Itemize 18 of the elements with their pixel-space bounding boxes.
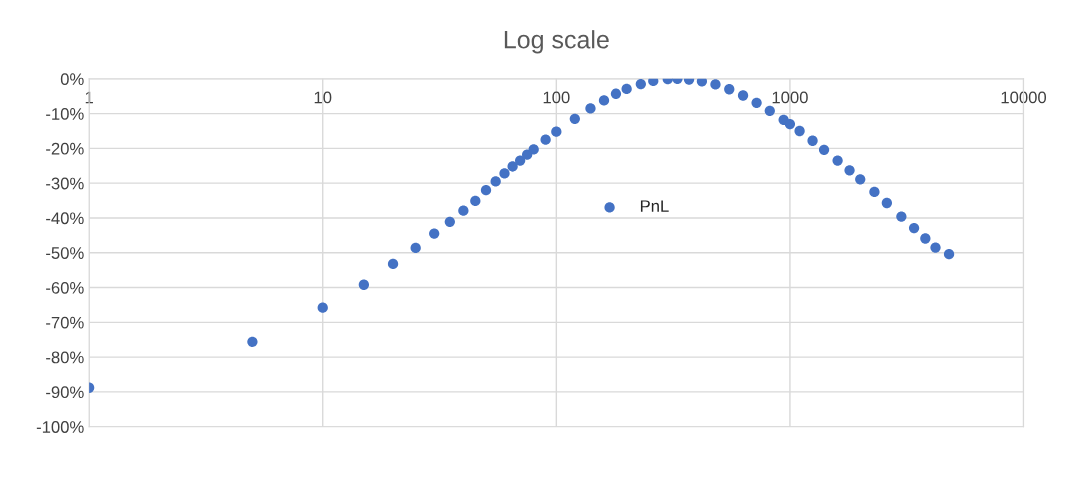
y-tick-label: -30% [46,177,84,190]
y-tick-label: -60% [46,281,84,294]
y-tick-label: -10% [46,108,84,120]
y-tick-label: -70% [46,316,84,329]
y-tick-label: -90% [46,386,84,399]
x-tick-label: 1000 [772,91,808,104]
y-tick-label: -40% [46,212,84,225]
x-tick-label: 10 [314,91,332,104]
y-tick-label: 0% [60,73,84,86]
x-tick-label: 100 [543,91,570,104]
legend-label: PnL [640,200,669,212]
chart-title: Log scale [504,30,609,54]
y-tick-label: -100% [36,421,84,433]
y-tick-label: -20% [46,142,84,155]
x-tick-label: 10000 [1001,91,1047,104]
y-tick-label: -50% [46,247,84,259]
y-tick-label: -80% [46,351,84,364]
x-tick-label: 1 [85,91,93,104]
